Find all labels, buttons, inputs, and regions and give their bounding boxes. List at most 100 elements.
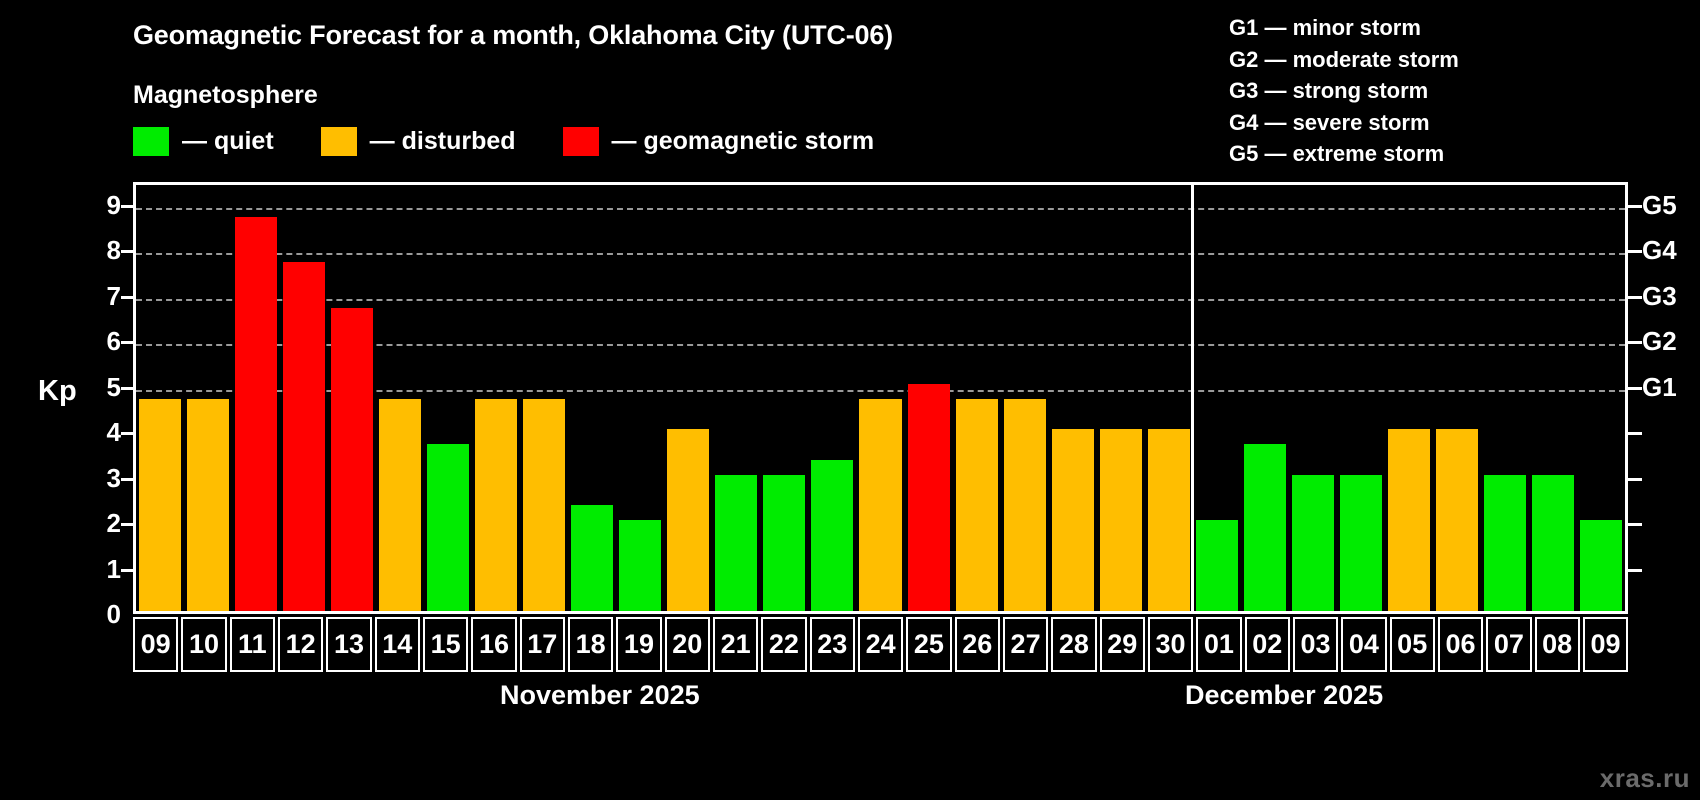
g-tickmark-G5 bbox=[1628, 204, 1642, 208]
bar-november-16 bbox=[475, 398, 518, 611]
bar-cell bbox=[856, 185, 904, 611]
y-tickmark-9 bbox=[121, 204, 133, 208]
bar-cell bbox=[1241, 185, 1289, 611]
y-axis-labels: 9 8 7 6 5 4 3 2 1 0 bbox=[75, 182, 121, 627]
bar-december-02 bbox=[1243, 444, 1286, 611]
bar-november-30 bbox=[1147, 429, 1190, 611]
bar-cell bbox=[1577, 185, 1625, 611]
bar-cell bbox=[1097, 185, 1145, 611]
bar-cell bbox=[712, 185, 760, 611]
bar-november-20 bbox=[667, 429, 710, 611]
date-label-20[interactable]: 29 bbox=[1099, 617, 1145, 672]
g-tick-label-G3: G3 bbox=[1642, 280, 1677, 311]
date-label-27[interactable]: 06 bbox=[1437, 617, 1484, 672]
bar-cell bbox=[664, 185, 712, 611]
date-label-17[interactable]: 26 bbox=[954, 617, 1000, 672]
bar-november-17 bbox=[523, 398, 566, 611]
legend-item-disturbed: — disturbed bbox=[320, 127, 563, 156]
date-label-22[interactable]: 01 bbox=[1196, 617, 1242, 672]
bar-cell bbox=[328, 185, 376, 611]
date-label-3[interactable]: 12 bbox=[277, 617, 324, 672]
date-label-29[interactable]: 08 bbox=[1534, 617, 1580, 672]
date-label-5[interactable]: 14 bbox=[374, 617, 420, 672]
date-label-18[interactable]: 27 bbox=[1002, 617, 1049, 672]
g-scale-row-5: G5 — extreme storm bbox=[1229, 141, 1445, 166]
date-label-9[interactable]: 18 bbox=[567, 617, 614, 672]
date-label-8[interactable]: 17 bbox=[519, 617, 565, 672]
date-label-14[interactable]: 23 bbox=[809, 617, 855, 672]
date-label-11[interactable]: 20 bbox=[664, 617, 710, 672]
y-tick-label-3: 3 bbox=[106, 462, 121, 493]
date-label-16[interactable]: 25 bbox=[906, 617, 952, 672]
bar-cell bbox=[1337, 185, 1385, 611]
g-tick-label-G1: G1 bbox=[1642, 371, 1677, 402]
bar-cell bbox=[905, 185, 953, 611]
g-minor-tickmark-kp-4 bbox=[1628, 432, 1642, 436]
y-tickmark-1 bbox=[121, 568, 133, 572]
bar-november-23 bbox=[811, 459, 854, 611]
y-tick-label-0: 0 bbox=[106, 599, 121, 629]
date-label-19[interactable]: 28 bbox=[1051, 617, 1097, 672]
y-tick-label-1: 1 bbox=[106, 553, 121, 584]
legend-swatch-disturbed bbox=[320, 127, 357, 156]
bar-november-21 bbox=[715, 474, 758, 611]
y-axis-title: Kp bbox=[38, 375, 77, 407]
date-label-1[interactable]: 10 bbox=[181, 617, 227, 672]
date-label-26[interactable]: 05 bbox=[1389, 617, 1435, 672]
date-label-24[interactable]: 03 bbox=[1292, 617, 1339, 672]
y-tick-label-7: 7 bbox=[106, 280, 121, 311]
bar-november-29 bbox=[1099, 429, 1142, 611]
bar-cell bbox=[1049, 185, 1097, 611]
bar-cell bbox=[184, 185, 232, 611]
bar-series bbox=[136, 185, 1625, 611]
bar-cell bbox=[953, 185, 1001, 611]
bar-november-15 bbox=[427, 444, 470, 611]
date-label-10[interactable]: 19 bbox=[616, 617, 662, 672]
date-label-25[interactable]: 04 bbox=[1341, 617, 1387, 672]
bar-november-11 bbox=[235, 216, 278, 611]
y-tickmark-4 bbox=[121, 432, 133, 436]
date-label-30[interactable]: 09 bbox=[1582, 617, 1629, 672]
g-minor-tickmark-kp-1 bbox=[1628, 568, 1642, 572]
g-minor-tickmark-kp-3 bbox=[1628, 477, 1642, 481]
bar-november-14 bbox=[379, 398, 422, 611]
bar-november-10 bbox=[187, 398, 230, 611]
bar-cell bbox=[376, 185, 424, 611]
bar-cell bbox=[1433, 185, 1481, 611]
y-tickmark-3 bbox=[121, 477, 133, 481]
bar-december-05 bbox=[1387, 429, 1430, 611]
gridline-kp-8 bbox=[136, 253, 1625, 256]
gridline-kp-5 bbox=[136, 389, 1625, 392]
date-label-0[interactable]: 09 bbox=[133, 617, 179, 672]
bar-november-24 bbox=[859, 398, 902, 611]
legend-label-storm: — geomagnetic storm bbox=[611, 127, 875, 155]
bar-cell bbox=[760, 185, 808, 611]
date-label-4[interactable]: 13 bbox=[326, 617, 372, 672]
g-tickmark-G3 bbox=[1628, 295, 1642, 299]
date-label-21[interactable]: 30 bbox=[1147, 617, 1194, 672]
bar-november-19 bbox=[619, 520, 662, 611]
date-label-15[interactable]: 24 bbox=[857, 617, 904, 672]
bar-cell bbox=[1481, 185, 1529, 611]
gridline-kp-7 bbox=[136, 298, 1625, 301]
y-tick-label-6: 6 bbox=[106, 326, 121, 357]
date-label-13[interactable]: 22 bbox=[761, 617, 807, 672]
bar-cell bbox=[1001, 185, 1049, 611]
date-label-12[interactable]: 21 bbox=[712, 617, 759, 672]
bar-november-18 bbox=[571, 505, 614, 611]
month-caption-left: November 2025 bbox=[500, 680, 700, 710]
g-scale-legend: G1 — minor storm G2 — moderate storm G3 — … bbox=[1229, 12, 1459, 170]
legend: — quiet — disturbed — geomagnetic storm bbox=[133, 127, 921, 156]
bar-december-07 bbox=[1483, 474, 1526, 611]
date-label-23[interactable]: 02 bbox=[1244, 617, 1290, 672]
bar-december-09 bbox=[1579, 520, 1622, 611]
bar-november-28 bbox=[1051, 429, 1094, 611]
y-tick-label-5: 5 bbox=[106, 371, 121, 402]
bar-december-03 bbox=[1291, 474, 1334, 611]
date-axis: 09 10 11 12 13 14 15 16 17 18 19 20 21 22 23 24 25 26 27 28… bbox=[133, 617, 1629, 672]
date-label-28[interactable]: 07 bbox=[1486, 617, 1532, 672]
y-tickmark-2 bbox=[121, 523, 133, 527]
date-label-2[interactable]: 11 bbox=[229, 617, 275, 672]
date-label-6[interactable]: 15 bbox=[422, 617, 469, 672]
date-label-7[interactable]: 16 bbox=[471, 617, 517, 672]
